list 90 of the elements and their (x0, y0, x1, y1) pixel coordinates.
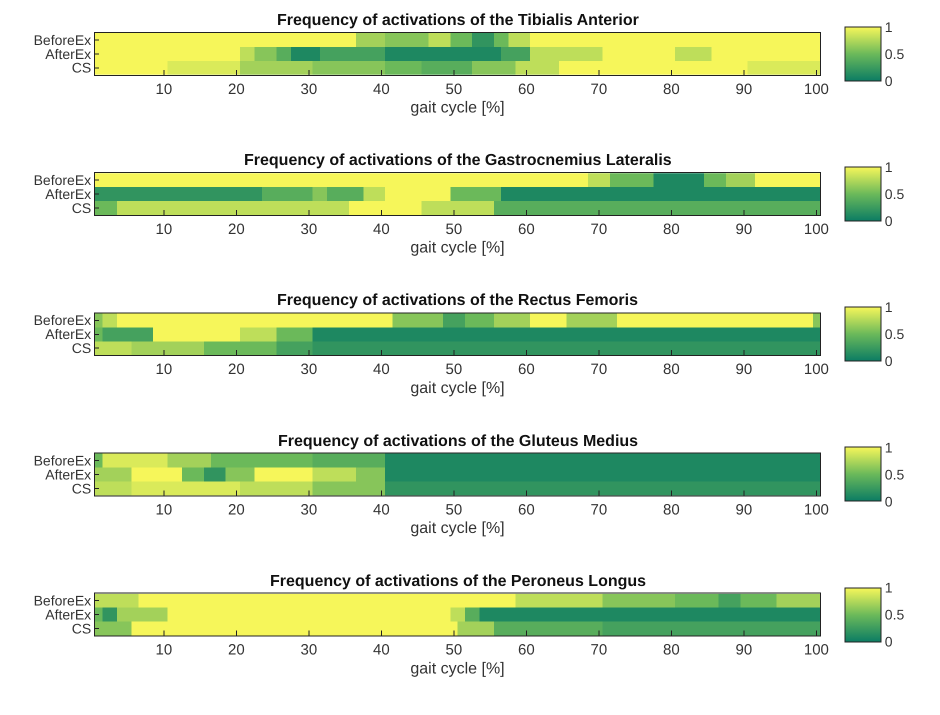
x-tick-label: 50 (446, 221, 462, 238)
x-tick-label: 100 (804, 642, 829, 659)
x-tick-label: 90 (736, 80, 752, 98)
y-tick-label: AfterEx (45, 326, 92, 342)
x-tick-label: 40 (373, 642, 390, 659)
color-bar-label: 0.5 (884, 466, 904, 482)
x-tick-label: 10 (156, 80, 172, 98)
x-tick-label: 100 (804, 361, 829, 378)
x-tick-label: 100 (804, 501, 829, 518)
x-tick-label: 70 (590, 361, 608, 378)
color-bar-label: 0 (884, 212, 893, 229)
x-tick-label: 70 (590, 80, 608, 98)
y-tick-label: CS (72, 620, 92, 637)
y-tick-label: AfterEx (45, 466, 92, 482)
x-tick-label: 70 (590, 221, 608, 238)
color-bar-label: 0.5 (884, 606, 904, 623)
x-tick-label: 90 (736, 501, 752, 518)
x-tick-label: 80 (663, 501, 680, 518)
x-tick-label: 60 (518, 642, 535, 659)
y-tick-label: BeforeEx (34, 312, 92, 328)
color-bar-label: 0.5 (884, 186, 904, 202)
chart-title: Frequency of activations of the Gastrocnemius Lateralis (244, 152, 672, 169)
color-bar-label: 0 (884, 493, 893, 510)
x-axis-title: gait cycle [%] (410, 660, 505, 678)
x-tick-label: 10 (156, 221, 172, 238)
x-tick-label: 20 (228, 80, 245, 98)
x-tick-label: 80 (663, 642, 680, 659)
y-tick-label: BeforeEx (34, 592, 92, 609)
x-tick-label: 10 (156, 361, 172, 378)
x-tick-label: 90 (736, 361, 752, 378)
color-bar-label: 0 (884, 72, 893, 89)
y-tick-label: BeforeEx (34, 452, 92, 468)
x-tick-label: 30 (300, 501, 318, 518)
x-tick-label: 100 (804, 221, 829, 238)
x-tick-label: 80 (663, 221, 680, 238)
color-bar-label: 1 (884, 158, 893, 175)
x-tick-label: 50 (446, 361, 462, 378)
y-tick-label: CS (72, 480, 92, 496)
x-tick-label: 10 (156, 642, 172, 659)
x-axis-title: gait cycle [%] (410, 520, 505, 538)
y-tick-label: CS (72, 60, 92, 76)
color-bar-label: 1 (884, 439, 893, 456)
x-tick-label: 30 (300, 361, 318, 378)
y-tick-label: CS (72, 340, 92, 356)
x-tick-label: 10 (156, 501, 172, 518)
x-tick-label: 40 (373, 361, 390, 378)
y-tick-label: AfterEx (45, 186, 92, 202)
x-axis-title: gait cycle [%] (410, 380, 505, 397)
chart-title: Frequency of activations of the Peroneus Longus (270, 573, 646, 590)
x-tick-label: 20 (228, 361, 245, 378)
chart-title: Frequency of activations of the Tibialis Anterior (277, 12, 639, 29)
y-tick-label: CS (72, 200, 92, 216)
x-tick-label: 40 (373, 80, 390, 98)
x-tick-label: 50 (446, 80, 462, 98)
x-tick-label: 70 (590, 501, 608, 518)
x-tick-label: 60 (518, 80, 535, 98)
x-tick-label: 60 (518, 221, 535, 238)
x-tick-label: 20 (228, 642, 245, 659)
x-tick-label: 60 (518, 361, 535, 378)
y-tick-label: AfterEx (45, 606, 92, 623)
x-axis-title: gait cycle [%] (410, 100, 505, 117)
y-tick-label: AfterEx (45, 46, 92, 62)
color-bar-label: 0.5 (884, 46, 904, 62)
x-tick-label: 60 (518, 501, 535, 518)
x-tick-label: 20 (228, 501, 245, 518)
x-tick-label: 40 (373, 221, 390, 238)
x-tick-label: 30 (300, 221, 318, 238)
x-tick-label: 20 (228, 221, 245, 238)
chart-title: Frequency of activations of the Rectus Femoris (277, 292, 638, 309)
y-tick-label: BeforeEx (34, 172, 92, 188)
color-bar-label: 0 (884, 353, 893, 370)
x-tick-label: 70 (590, 642, 608, 659)
x-tick-label: 90 (736, 221, 752, 238)
x-tick-label: 100 (804, 80, 829, 98)
color-bar-label: 1 (884, 580, 893, 596)
x-tick-label: 40 (373, 501, 390, 518)
x-tick-label: 50 (446, 501, 462, 518)
color-bar-label: 0 (884, 634, 893, 650)
x-tick-label: 30 (300, 642, 318, 659)
chart-title: Frequency of activations of the Gluteus Medius (278, 433, 638, 450)
x-tick-label: 30 (300, 80, 318, 98)
x-axis-title: gait cycle [%] (410, 240, 505, 257)
x-tick-label: 90 (736, 642, 752, 659)
color-bar-label: 0.5 (884, 326, 904, 342)
x-tick-label: 50 (446, 642, 462, 659)
x-tick-label: 80 (663, 80, 680, 98)
color-bar-label: 1 (884, 18, 893, 35)
x-tick-label: 80 (663, 361, 680, 378)
color-bar-label: 1 (884, 299, 893, 316)
y-tick-label: BeforeEx (34, 32, 92, 48)
